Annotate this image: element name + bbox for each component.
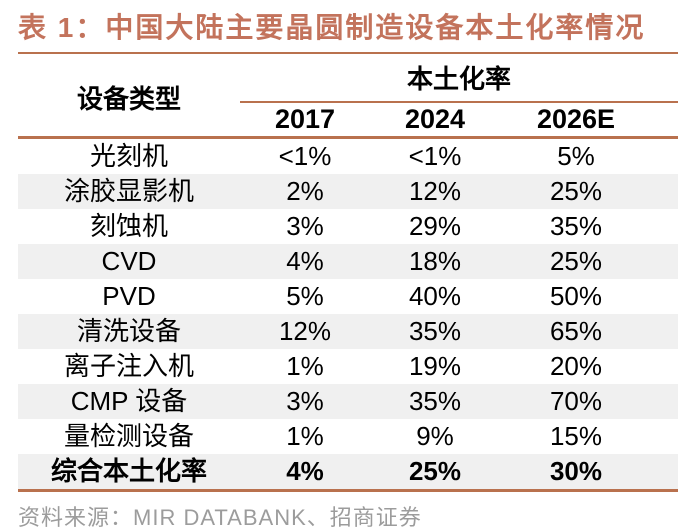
rate-value-cell: 65% (549, 315, 603, 346)
rate-value-cell: 19% (408, 350, 462, 381)
column-header-2026e: 2026E (500, 102, 678, 139)
equipment-type-cell: 光刻机 (89, 140, 168, 171)
equipment-type-cell: 刻蚀机 (89, 210, 168, 241)
column-group-header-localization-rate: 本土化率 (240, 59, 678, 103)
rate-value-cell: 12% (278, 315, 332, 346)
rate-value-cell: 35% (549, 210, 603, 241)
column-header-2017: 2017 (240, 102, 370, 139)
rate-value-cell: 30% (500, 453, 678, 492)
equipment-type-cell: CMP 设备 (70, 385, 188, 416)
table-row: 清洗设备 12% 35% 65% (18, 313, 678, 349)
equipment-type-cell: PVD (102, 280, 156, 311)
rate-value-cell: 18% (408, 245, 462, 276)
table-row: CMP 设备 3% 35% 70% (18, 383, 678, 419)
rate-value-cell: 20% (549, 350, 603, 381)
rate-value-cell: 35% (408, 385, 462, 416)
title-underline (18, 52, 678, 54)
rate-value-cell: 25% (549, 175, 603, 206)
column-header-2024: 2024 (370, 102, 500, 139)
rate-value-cell: 25% (549, 245, 603, 276)
rate-value-cell: 9% (416, 420, 454, 451)
rate-value-cell: 1% (286, 350, 324, 381)
table-row: CVD 4% 18% 25% (18, 243, 678, 279)
rate-value-cell: <1% (408, 140, 462, 171)
rate-value-cell: 3% (286, 385, 324, 416)
equipment-type-cell: CVD (101, 245, 157, 276)
rate-value-cell: 3% (286, 210, 324, 241)
table-body: 光刻机 <1% <1% 5% 涂胶显影机 2% 12% 25% 刻蚀机 3% 29% 35% CVD 4%… (18, 137, 678, 492)
rate-value-cell: 50% (549, 280, 603, 311)
equipment-type-cell: 离子注入机 (63, 350, 194, 381)
table-row: PVD 5% 40% 50% (18, 279, 678, 314)
rate-value-cell: 29% (408, 210, 462, 241)
rate-value-cell: <1% (278, 140, 332, 171)
rate-value-cell: 5% (557, 140, 595, 171)
source-note: 资料来源：MIR DATABANK、招商证券 (18, 504, 422, 530)
rate-value-cell: 4% (240, 453, 370, 492)
rate-value-cell: 35% (408, 315, 462, 346)
rate-value-cell: 1% (286, 420, 324, 451)
rate-value-cell: 70% (549, 385, 603, 416)
equipment-type-cell: 涂胶显影机 (63, 175, 194, 206)
localization-rate-table: 设备类型 本土化率 2017 2024 2026E 光刻机 <1% <1% 5% 涂胶显… (18, 59, 678, 492)
table-title: 表 1：中国大陆主要晶圆制造设备本土化率情况 (18, 12, 646, 43)
rate-value-cell: 25% (370, 453, 500, 492)
header-year-row: 2017 2024 2026E (18, 102, 678, 139)
table-row: 综合本土化率 4% 25% 30% (18, 453, 678, 492)
header-group-row: 设备类型 本土化率 (18, 59, 678, 139)
table-row: 离子注入机 1% 19% 20% (18, 349, 678, 384)
rate-value-cell: 40% (408, 280, 462, 311)
table-row: 涂胶显影机 2% 12% 25% (18, 173, 678, 209)
column-header-equipment-type: 设备类型 (18, 59, 240, 139)
table-row: 刻蚀机 3% 29% 35% (18, 209, 678, 244)
rate-value-cell: 5% (286, 280, 324, 311)
equipment-type-cell: 清洗设备 (76, 315, 181, 346)
rate-value-cell: 15% (549, 420, 603, 451)
table-row: 光刻机 <1% <1% 5% (18, 137, 678, 174)
equipment-type-cell: 综合本土化率 (18, 453, 240, 492)
table-row: 量检测设备 1% 9% 15% (18, 419, 678, 454)
rate-value-cell: 4% (286, 245, 324, 276)
equipment-type-cell: 量检测设备 (63, 420, 194, 451)
rate-value-cell: 2% (286, 175, 324, 206)
rate-value-cell: 12% (408, 175, 462, 206)
